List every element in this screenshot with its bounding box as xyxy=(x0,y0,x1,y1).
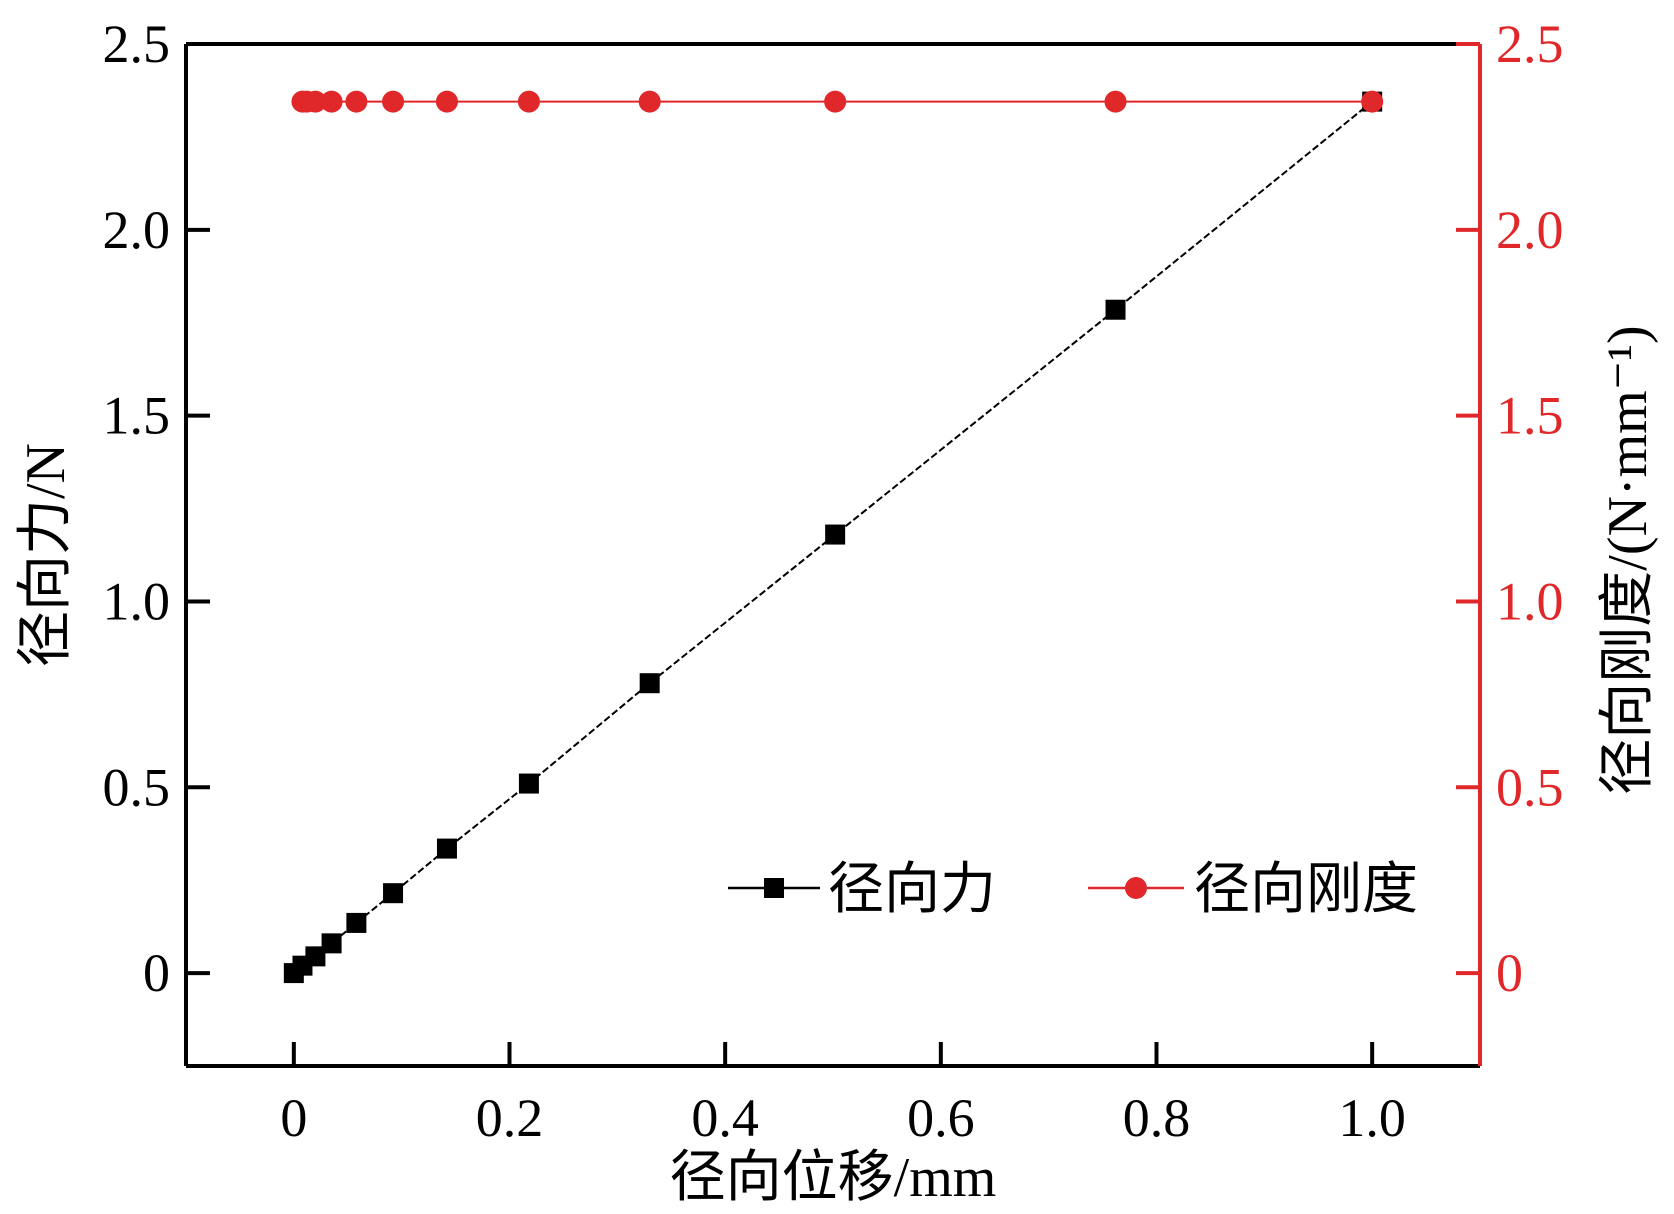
data-point-circle xyxy=(382,90,405,113)
data-point-circle xyxy=(517,90,540,113)
data-point-square xyxy=(321,933,342,954)
data-point-square xyxy=(518,773,539,794)
y-right-tick-label: 1.0 xyxy=(1496,571,1564,631)
data-point-square xyxy=(825,524,846,545)
x-tick-label: 0 xyxy=(280,1088,307,1148)
x-axis-title: 径向位移/mm xyxy=(670,1147,997,1209)
y-left-tick-label: 0.5 xyxy=(103,757,171,817)
y-right-tick-label: 0.5 xyxy=(1496,757,1564,817)
x-tick-label: 0.2 xyxy=(476,1088,544,1148)
data-point-circle xyxy=(824,90,847,113)
y-right-axis-title: 径向刚度/(N·mm⁻¹) xyxy=(1597,325,1659,794)
data-point-square xyxy=(346,912,367,933)
y-left-axis-title: 径向力/N xyxy=(15,443,77,667)
data-point-square xyxy=(383,883,404,904)
data-point-square xyxy=(1105,299,1126,320)
axes-layer: 0 0.2 0.4 0.6 0.8 1.0 0 0.5 1.0 1.5 2.0 2.5 0 0.5 1.0 1… xyxy=(103,14,1564,1148)
x-tick-label: 1.0 xyxy=(1338,1088,1406,1148)
data-point-square xyxy=(639,673,660,694)
y-right-tick-label: 1.5 xyxy=(1496,386,1564,446)
labels-layer: 径向位移/mm 径向力/N 径向刚度/(N·mm⁻¹) 径向力 径向刚度 xyxy=(15,325,1659,1209)
x-tick-label: 0.8 xyxy=(1123,1088,1191,1148)
y-left-tick-label: 1.5 xyxy=(103,386,171,446)
y-left-tick-label: 2.5 xyxy=(103,14,171,74)
y-left-tick-label: 0 xyxy=(143,943,170,1003)
data-point-square xyxy=(305,946,326,967)
data-point-square xyxy=(436,838,457,859)
x-tick-label: 0.6 xyxy=(907,1088,975,1148)
data-point-circle xyxy=(638,90,661,113)
legend-label-radial-stiffness: 径向刚度 xyxy=(1194,859,1418,921)
legend-label-radial-force: 径向力 xyxy=(828,859,996,921)
legend-marker-square xyxy=(764,878,784,898)
data-point-circle xyxy=(345,90,368,113)
y-right-tick-label: 2.5 xyxy=(1496,14,1564,74)
data-point-circle xyxy=(435,90,458,113)
data-point-circle xyxy=(1361,90,1384,113)
y-left-tick-label: 1.0 xyxy=(103,571,171,631)
x-tick-label: 0.4 xyxy=(691,1088,759,1148)
legend-marker-circle xyxy=(1125,877,1147,899)
y-right-tick-label: 0 xyxy=(1496,943,1523,1003)
series-layer xyxy=(283,90,1384,984)
y-left-tick-label: 2.0 xyxy=(103,200,171,260)
data-point-circle xyxy=(1104,90,1127,113)
data-point-circle xyxy=(320,90,343,113)
data-point-circle xyxy=(304,90,327,113)
y-right-tick-label: 2.0 xyxy=(1496,200,1564,260)
